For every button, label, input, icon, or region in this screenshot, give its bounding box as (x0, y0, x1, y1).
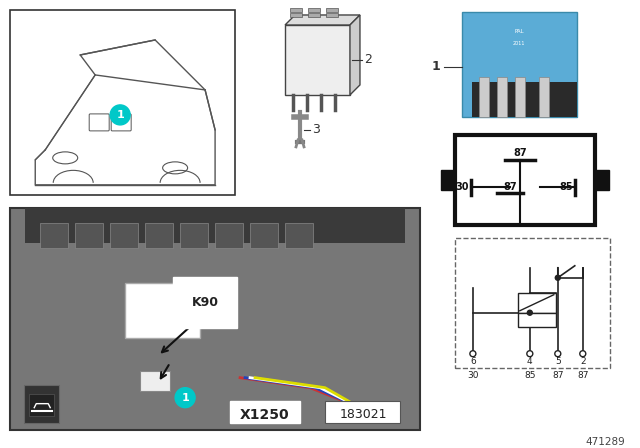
Bar (479, 77, 489, 117)
Bar (24, 385, 60, 422)
Bar (455, 238, 610, 368)
Bar (518, 293, 556, 313)
Bar (326, 8, 338, 12)
Bar (497, 77, 507, 117)
Bar (518, 313, 556, 327)
Text: K90: K90 (191, 296, 219, 309)
Bar (230, 401, 300, 422)
Bar (539, 77, 549, 117)
Bar (515, 77, 525, 117)
Ellipse shape (163, 162, 188, 174)
Bar (285, 223, 313, 248)
Text: 85: 85 (524, 371, 536, 380)
Bar (285, 25, 350, 95)
FancyBboxPatch shape (111, 114, 131, 131)
Bar (25, 208, 405, 243)
Text: 471289: 471289 (585, 437, 625, 447)
Bar (29, 394, 54, 416)
Bar (145, 223, 173, 248)
Bar (472, 82, 577, 117)
Bar (455, 135, 595, 225)
Circle shape (175, 388, 195, 408)
Bar (308, 13, 320, 17)
Bar (110, 223, 138, 248)
Text: 183021: 183021 (339, 408, 387, 421)
Bar (250, 223, 278, 248)
Text: 1: 1 (431, 60, 440, 73)
Text: 2: 2 (364, 53, 372, 66)
Bar (308, 8, 320, 12)
Text: 5: 5 (555, 357, 561, 366)
Bar (180, 223, 208, 248)
Text: PAL: PAL (514, 30, 524, 34)
Text: 1: 1 (116, 110, 124, 120)
Bar (595, 170, 609, 190)
Text: 2: 2 (580, 357, 586, 366)
Bar (76, 223, 103, 248)
Bar (326, 13, 338, 17)
Circle shape (470, 351, 476, 357)
Polygon shape (285, 15, 360, 25)
Text: 6: 6 (470, 357, 476, 366)
Bar (10, 10, 235, 195)
Text: X1250: X1250 (240, 408, 290, 422)
Text: 87: 87 (552, 371, 564, 380)
Text: 4: 4 (527, 357, 532, 366)
Text: 87: 87 (577, 371, 589, 380)
Polygon shape (350, 15, 360, 95)
Text: 85: 85 (560, 182, 573, 192)
Text: 30: 30 (456, 182, 469, 192)
Ellipse shape (52, 152, 77, 164)
Bar (290, 13, 302, 17)
Text: 87: 87 (513, 148, 527, 158)
Circle shape (580, 351, 586, 357)
Bar (10, 208, 420, 430)
Bar (325, 401, 400, 422)
Text: 30: 30 (467, 371, 479, 380)
FancyBboxPatch shape (89, 114, 109, 131)
Circle shape (555, 351, 561, 357)
Bar (40, 223, 68, 248)
Bar (441, 170, 455, 190)
Text: 3: 3 (312, 123, 320, 136)
Bar (290, 8, 302, 12)
Bar (125, 283, 200, 338)
Circle shape (556, 275, 560, 280)
Circle shape (527, 310, 532, 315)
Circle shape (110, 105, 130, 125)
Text: 87: 87 (503, 182, 516, 192)
Bar (462, 12, 577, 117)
Bar (215, 223, 243, 248)
Circle shape (527, 351, 533, 357)
Text: 1: 1 (181, 392, 189, 403)
Bar (140, 370, 170, 391)
Text: 2011: 2011 (513, 42, 525, 47)
